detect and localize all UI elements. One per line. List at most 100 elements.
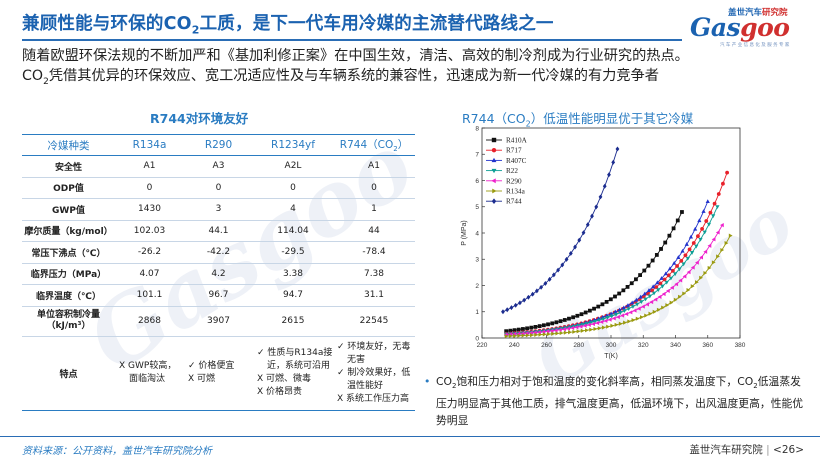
series-point-r410a [617, 291, 622, 296]
table-cell: 44.1 [184, 220, 253, 242]
series-point-r744 [547, 276, 552, 282]
series-point-r134a [694, 280, 699, 285]
series-point-r410a [642, 268, 647, 273]
series-point-r410a [680, 210, 684, 214]
series-point-r407c [646, 288, 652, 292]
series-point-r290 [653, 297, 658, 302]
series-point-r22 [668, 276, 674, 281]
series-point-r290 [541, 329, 546, 334]
series-point-r410a [634, 277, 638, 282]
table-cell: -42.2 [184, 241, 253, 264]
series-point-r134a [542, 332, 547, 337]
series-point-r134a [563, 330, 568, 335]
series-point-r407c [667, 266, 673, 271]
y-axis-label: P (MPa) [461, 220, 468, 246]
series-point-r134a [686, 287, 691, 293]
feature-notes: ✓ 性质与R134a接 近，系统可沿用 X 可燃、微毒 X 价格昂贵 [253, 336, 333, 411]
series-point-r407c [638, 294, 643, 299]
series-point-r290 [719, 223, 724, 228]
series-point-r410a [604, 299, 609, 304]
series-point-r407c [663, 271, 668, 276]
series-point-r134a [623, 320, 627, 325]
row-label: 安全性 [22, 155, 115, 178]
x-tick-label: 340 [670, 342, 681, 349]
series-point-r407c [705, 199, 710, 204]
series-point-r290 [690, 265, 695, 270]
series-point-r717 [704, 219, 709, 223]
series-point-r134a [618, 321, 623, 326]
series-point-r22 [651, 291, 657, 296]
series-point-r290 [707, 243, 712, 248]
series-point-r744 [509, 305, 514, 311]
series-point-r22 [609, 314, 614, 319]
series-point-r410a [608, 297, 613, 302]
table-cell: 0 [253, 177, 333, 199]
legend-entry: R410A [506, 137, 528, 145]
series-point-r134a [555, 331, 560, 336]
legend-marker [492, 188, 497, 194]
header-cell: R1234yf [253, 134, 333, 156]
table-row: 安全性 A1 A3 A2L A1 [22, 155, 415, 178]
series-point-r22 [689, 251, 695, 255]
x-tick-label: 380 [735, 342, 746, 349]
row-label: 特点 [22, 336, 115, 411]
series-point-r290 [607, 317, 612, 322]
footer-rule [0, 436, 820, 437]
series-point-r717 [658, 281, 663, 286]
series-point-r134a [661, 305, 665, 310]
title-rule [22, 39, 682, 41]
series-point-r407c [684, 242, 689, 246]
bullet-icon: • [424, 375, 431, 388]
row-label: 单位容积制冷量 （kJ/m³） [22, 306, 115, 337]
series-point-r410a [621, 288, 626, 293]
series-point-r407c [613, 309, 618, 314]
table-cell: 2615 [253, 306, 333, 337]
table-cell: 94.7 [253, 284, 333, 307]
series-point-r744 [526, 294, 531, 300]
series-point-r134a [631, 318, 636, 323]
series-point-r744 [543, 280, 548, 286]
series-point-r407c [688, 234, 694, 239]
series-point-r290 [549, 328, 554, 333]
series-point-r22 [660, 284, 665, 289]
series-point-r134a [716, 254, 720, 259]
series-point-r134a [724, 241, 729, 246]
series-point-r744 [581, 230, 586, 236]
series-point-r134a [703, 270, 708, 276]
series-point-r22 [601, 317, 606, 322]
legend-entry: R134a [506, 188, 526, 196]
series-point-r134a [576, 329, 581, 334]
series-point-r290 [661, 291, 666, 297]
series-point-r407c [655, 280, 660, 285]
series-point-r22 [613, 312, 619, 317]
series-point-r410a [533, 325, 538, 329]
series-point-r134a [610, 323, 615, 328]
feature-notes: ✓ 价格便宜 X 可燃 [184, 336, 253, 411]
series-point-r290 [587, 322, 591, 327]
header-cell: 冷媒种类 [22, 134, 115, 156]
refrigerant-comparison-table: 冷媒种类 R134a R290 R1234yf R744（CO2） 安全性 A1 A… [22, 134, 415, 411]
series-point-r134a [534, 332, 539, 337]
table-cell: 2868 [115, 306, 184, 337]
series-point-r410a [646, 263, 651, 268]
series-point-r744 [513, 302, 518, 308]
series-point-r717 [650, 288, 654, 293]
table-row: 摩尔质量（kg/mol） 102.03 44.1 114.04 44 [22, 220, 415, 242]
legend-marker [491, 148, 497, 153]
series-point-r407c [621, 305, 626, 310]
series-point-r22 [618, 311, 623, 315]
table-row: 特点 X GWP较高， 面临淘汰 ✓ 价格便宜 X 可燃 ✓ 性质与R134a接 近，系统可… [22, 336, 415, 411]
series-point-r22 [685, 256, 690, 261]
series-point-r410a [638, 273, 643, 277]
series-point-r134a [538, 332, 543, 337]
row-label: 临界温度（℃） [22, 284, 115, 307]
table-cell: 1430 [115, 198, 184, 221]
intro-text: 随着欧盟环保法规的不断加严和《基加利修正案》在中国生效，清洁、高效的制冷剂成为行… [22, 48, 689, 87]
row-label: 常压下沸点（℃） [22, 241, 115, 264]
series-point-r744 [564, 256, 569, 262]
series-point-r134a [720, 247, 725, 253]
series-point-r744 [505, 307, 510, 313]
y-tick-label: 4 [475, 230, 479, 237]
series-point-r22 [681, 262, 686, 267]
series-point-r744 [518, 300, 522, 306]
